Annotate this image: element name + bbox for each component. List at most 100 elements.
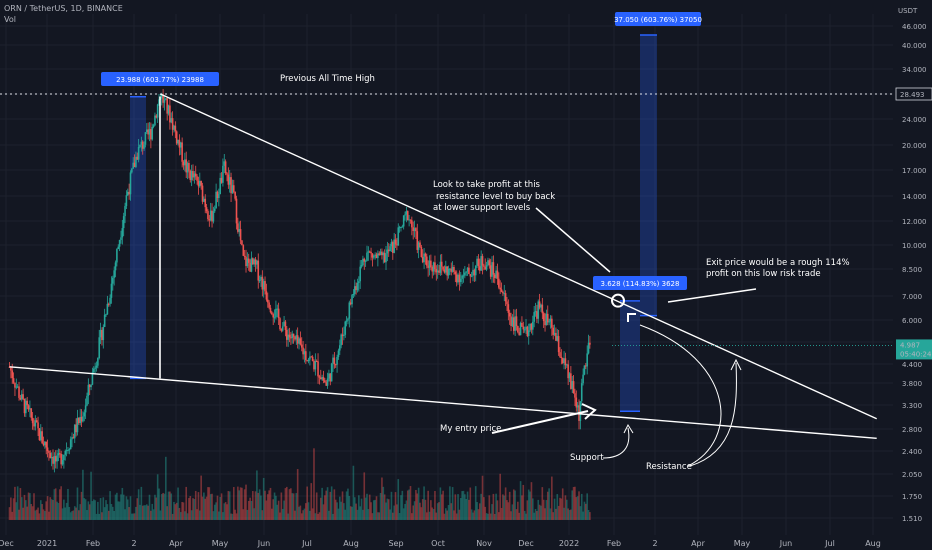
volume-bar — [257, 492, 260, 520]
candle-body — [34, 420, 37, 427]
volume-bar — [139, 504, 141, 520]
candle-body — [103, 314, 106, 327]
volume-bar — [295, 493, 298, 520]
candle-body — [348, 302, 351, 319]
candle-body — [480, 256, 482, 271]
candle-body — [423, 253, 425, 263]
volume-bar — [15, 502, 18, 520]
volume-bar — [275, 495, 277, 520]
candle-body — [318, 376, 321, 378]
volume-bar — [564, 495, 567, 520]
volume-bar — [234, 509, 236, 520]
volume-bar — [117, 501, 120, 520]
price-axis-bg — [893, 0, 932, 550]
volume-bar — [193, 498, 196, 520]
candle-body — [188, 163, 190, 171]
candle-body — [247, 258, 250, 263]
volume-bar — [462, 490, 465, 520]
volume-bar — [421, 499, 424, 520]
candle-body — [154, 115, 156, 126]
volume-bar — [423, 486, 425, 520]
candle-body — [314, 361, 317, 370]
volume-bar — [171, 513, 174, 520]
volume-bar — [488, 495, 491, 520]
time-tick-label: Jul — [301, 539, 312, 548]
candle-body — [394, 239, 397, 245]
symbol-line[interactable]: ORN / TetherUS, 1D, BINANCE — [4, 4, 123, 13]
candle-body — [147, 129, 149, 135]
price-tick-label: 17.000 — [902, 167, 927, 175]
candle-body — [223, 161, 226, 166]
candle-body — [129, 172, 132, 195]
volume-bar — [330, 486, 333, 520]
candle-body — [295, 335, 298, 340]
candle-body — [273, 317, 276, 319]
candle-body — [542, 313, 545, 322]
annotation-text: at lower support levels — [433, 203, 531, 213]
volume-bar — [196, 509, 198, 520]
time-tick-label: Aug — [865, 539, 881, 548]
candle-body — [234, 191, 236, 199]
candle-body — [334, 364, 337, 366]
volume-bar — [88, 504, 91, 520]
volume-bar — [481, 475, 484, 520]
candle-body — [457, 274, 459, 283]
candle-body — [397, 227, 400, 246]
candle-body — [548, 321, 550, 323]
candle-body — [165, 98, 167, 100]
candle-body — [120, 237, 122, 240]
volume-bar — [523, 510, 526, 520]
volume-bar — [484, 506, 487, 520]
volume-bar — [336, 502, 338, 520]
volume-bar — [57, 503, 60, 520]
volume-bar — [352, 465, 355, 520]
candle-body — [237, 223, 239, 232]
volume-bar — [154, 494, 156, 520]
candle-body — [462, 275, 465, 277]
volume-bar — [529, 491, 531, 520]
candle-body — [242, 245, 245, 256]
volume-bar — [103, 507, 106, 520]
price-tick-label: 34.000 — [902, 66, 927, 74]
volume-bar — [131, 513, 133, 520]
candle-body — [546, 313, 549, 323]
candle-body — [38, 428, 41, 441]
volume-bar — [230, 513, 232, 520]
volume-bar — [94, 500, 96, 520]
volume-bar — [106, 504, 109, 520]
volume-bar — [434, 490, 436, 520]
candle-body — [79, 416, 81, 423]
volume-bar — [107, 510, 110, 520]
candle-body — [179, 142, 182, 148]
volume-bar — [64, 507, 67, 520]
candle-body — [84, 405, 87, 413]
candle-body — [499, 287, 501, 290]
candle-body — [252, 258, 254, 265]
time-axis[interactable]: Dec 2021 Feb 2 Apr May Jun Jul Aug Sep Oct Nov Dec 20… — [0, 539, 881, 548]
ath-price-tag — [895, 87, 932, 101]
candle-body — [26, 400, 28, 406]
ath-price-tag-label: 28.493 — [900, 91, 925, 99]
volume-bar — [496, 500, 499, 520]
candle-body — [343, 334, 345, 337]
candle-body — [431, 266, 434, 272]
volume-bar — [247, 500, 250, 520]
price-axis[interactable]: 46.000 40.000 34.000 24.000 20.000 17.000 14.0… — [893, 0, 932, 550]
volume-bar — [67, 488, 69, 520]
candle-body — [203, 198, 205, 202]
candle-body — [424, 253, 427, 257]
volume-bar — [492, 493, 495, 520]
candle-body — [10, 366, 12, 371]
volume-bar — [378, 512, 381, 520]
volume-bar — [502, 494, 504, 520]
candle-body — [16, 386, 19, 388]
price-tick-label: 2.400 — [902, 448, 922, 456]
volume-bar — [299, 505, 302, 520]
candle-body — [425, 256, 428, 266]
candle-body — [190, 171, 193, 180]
volume-bar — [504, 487, 507, 520]
volume-indicator-label[interactable]: Vol — [4, 15, 16, 24]
candle-body — [33, 423, 35, 427]
